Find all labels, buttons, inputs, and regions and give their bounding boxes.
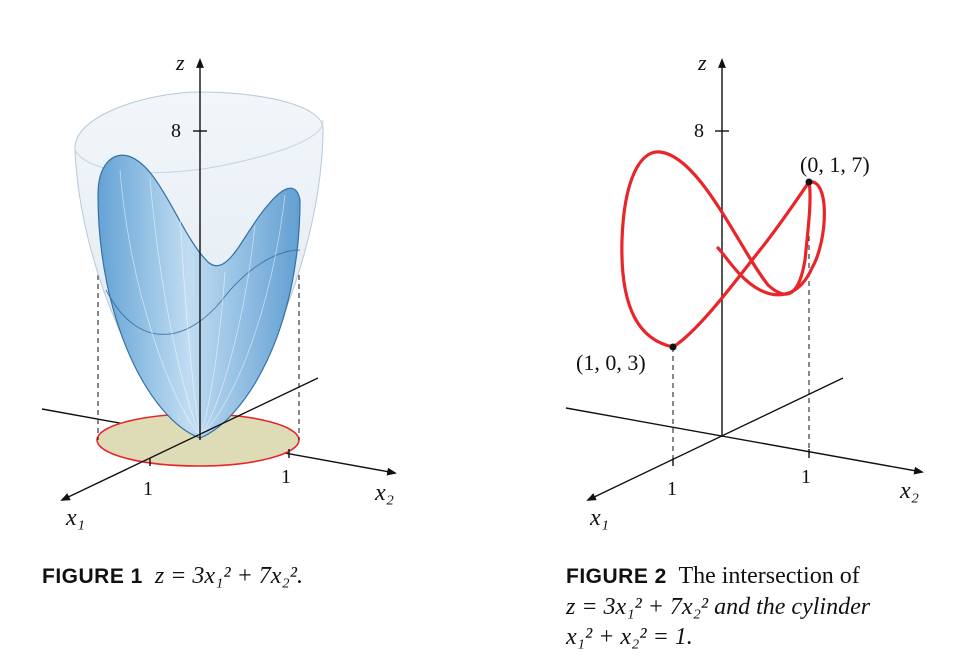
fig1-tick-x1-label: 1: [143, 478, 153, 500]
fig1-surface-mesh: [119, 169, 286, 437]
figure-2-label: FIGURE 2: [566, 565, 667, 588]
figure-2-caption-line-1: FIGURE 2 The intersection of: [566, 561, 870, 592]
fig2-axis-z-label: z: [697, 50, 707, 75]
figure-1-caption: FIGURE 1 z = 3x₁² + 7x₂².: [42, 561, 303, 592]
fig2-tick-x1-label: 1: [667, 478, 677, 500]
fig1-axis-z-label: z: [175, 50, 185, 75]
fig2-axis-x1-label: x₁: [589, 505, 609, 531]
fig1-axis-x2-label: x₂: [374, 480, 394, 506]
figure-2-caption: FIGURE 2 The intersection of z = 3x₁² + …: [566, 561, 870, 652]
fig2-intersection-curve: [620, 150, 826, 349]
figure-2-caption-line-3: x₁² + x₂² = 1.: [566, 624, 693, 650]
fig1-tick-x2-label: 1: [281, 466, 291, 488]
figure-2-caption-text-1: The intersection of: [678, 563, 860, 589]
fig1-surface-fold: [105, 249, 301, 335]
fig2-point-a-marker: [805, 178, 813, 186]
fig2-axis-x2-label: x₂: [899, 478, 919, 504]
fig2-tick-z-label: 8: [694, 120, 704, 142]
figure-1-label: FIGURE 1: [42, 565, 143, 588]
figure-2-caption-line-2: z = 3x₁² + 7x₂² and the cylinder: [566, 594, 871, 620]
fig1-tick-z-label: 8: [171, 120, 181, 142]
fig1-paraboloid-rim: [74, 119, 324, 174]
fig2-tick-x2-label: 1: [801, 466, 811, 488]
figure-1-plot: z 8 1 1 x₁ x₂: [41, 50, 397, 531]
fig1-axis-x1-label: x₁: [65, 505, 85, 531]
fig2-x1-axis: [586, 377, 844, 501]
fig2-point-b-marker: [669, 343, 677, 351]
fig1-x1-axis: [60, 377, 319, 501]
fig2-x2-axis: [565, 407, 924, 475]
fig2-point-b-label: (1, 0, 3): [576, 350, 646, 375]
fig1-paraboloid-surface: [97, 154, 301, 439]
figure-2-plot: z 8 (0, 1, 7) (1, 0, 3) 1 1 x₁ x₂: [565, 50, 924, 531]
fig2-point-a-label: (0, 1, 7): [800, 152, 870, 177]
figure-1-caption-equation: z = 3x₁² + 7x₂².: [154, 563, 303, 589]
